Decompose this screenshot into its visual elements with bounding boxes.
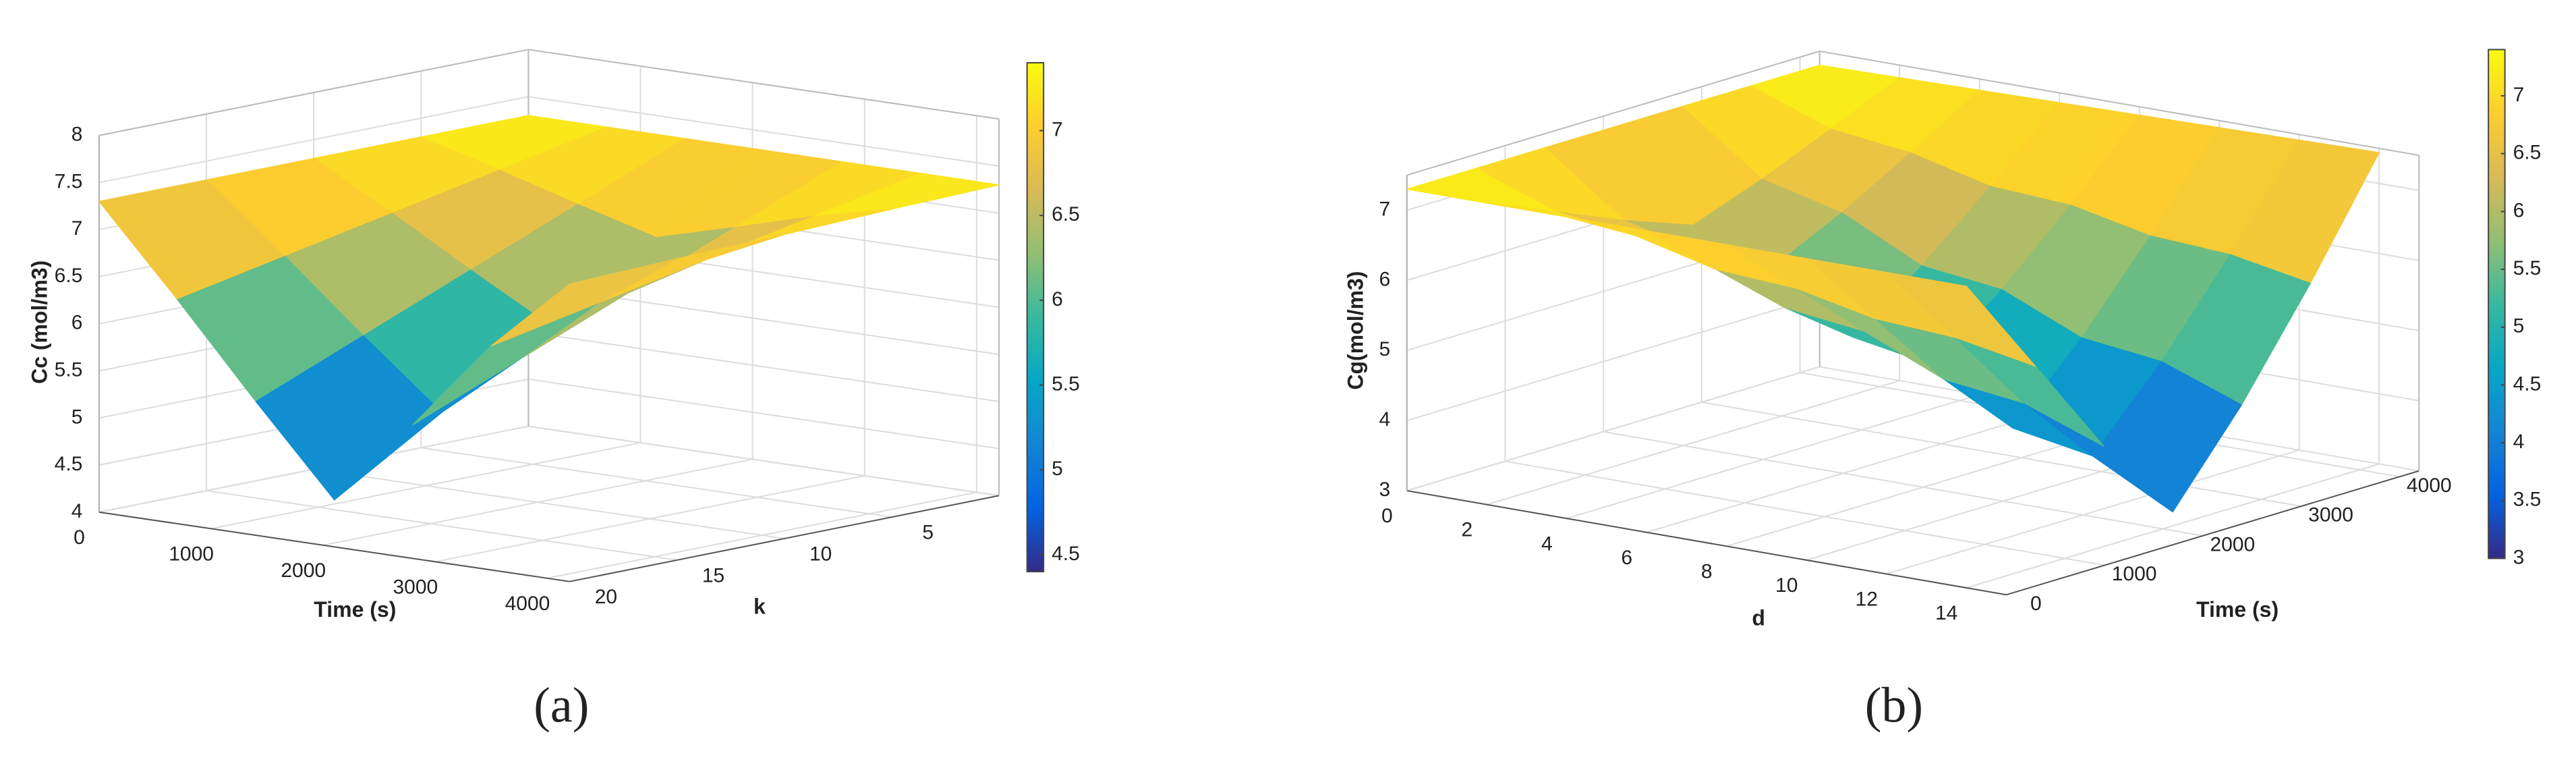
surface-patch [490,258,678,347]
colorbar-tick-label: 4.5 [1052,543,1080,565]
y-tick-label: 5 [922,522,934,544]
axis-line [98,49,529,136]
y-tick-label: 1000 [2112,563,2157,585]
x-axis-label: d [1752,605,1765,630]
grid-line [1701,401,2301,508]
x-tick-label: 4000 [505,593,550,615]
x-tick-label: 12 [1856,589,1878,611]
grid-line [1966,463,2380,589]
colorbar-tick-label: 6.5 [1052,203,1080,225]
y-tick-label: 20 [595,586,617,608]
grid-line [1406,366,1820,492]
z-tick-label: 4.5 [55,453,83,475]
colorbar-tick-label: 7 [2513,84,2525,106]
colorbar-tick-label: 6 [2513,199,2525,221]
z-axis-label: Cg(mol/m3) [1344,271,1368,390]
axis-line [98,511,570,582]
y-tick-label: 3000 [2308,504,2353,526]
z-tick-label: 6 [1379,268,1391,290]
colorbar-tick-label: 4.5 [2513,373,2542,395]
z-tick-label: 5 [1379,338,1391,360]
colorbar-tick-label: 7 [1052,118,1063,140]
z-tick-label: 3 [1379,478,1391,501]
x-tick-label: 1000 [169,543,214,565]
y-axis-label: Time (s) [2196,597,2279,622]
surface-patch [1885,271,2037,367]
grid-line [1603,431,2203,537]
grid-line [1486,380,1900,505]
z-tick-label: 7 [1379,198,1391,220]
colorbar [2488,49,2506,559]
axis-line [1406,490,2007,596]
x-tick-label: 10 [1775,574,1798,597]
y-axis-label: k [753,594,766,618]
colorbar-tick-label: 4 [2513,431,2525,453]
x-tick-label: 14 [1935,602,1957,624]
grid-line [1646,408,2060,533]
grid-line [1505,460,2105,566]
axis-line [528,49,1000,120]
z-tick-label: 7 [71,217,83,240]
axis-line [569,495,1000,582]
grid-line [528,331,1000,402]
z-tick-label: 6 [71,312,83,334]
colorbar [1026,62,1045,573]
colorbar-tick-label: 5.5 [1052,373,1080,395]
x-tick-label: 6 [1621,547,1632,569]
grid-line [206,490,677,561]
y-tick-label: 10 [809,543,832,565]
x-tick-label: 0 [74,526,85,549]
panel-label: (b) [1865,678,1923,734]
z-tick-label: 5 [71,406,83,428]
colorbar-tick-label: 5 [2513,315,2525,337]
colorbar-tick-label: 6 [1052,288,1063,310]
z-tick-label: 8 [71,124,83,146]
colorbar-tick-label: 5 [1052,458,1063,480]
grid-line [1566,393,1980,520]
x-tick-label: 8 [1701,560,1713,582]
grid-line [528,378,1000,449]
grid-line [313,468,784,540]
z-tick-label: 6.5 [55,265,83,287]
colorbar-tick-label: 6.5 [2513,142,2542,164]
grid-line [528,96,1000,167]
grid-line [528,425,1000,497]
grid-line [98,96,529,184]
z-tick-label: 4 [71,500,83,522]
grid-line [1406,296,1820,422]
axis-line [2006,470,2420,596]
x-axis-label: Time (s) [314,597,396,622]
x-tick-label: 4 [1541,532,1553,555]
z-axis-label: Cc (mol/m3) [28,261,52,384]
z-tick-label: 7.5 [55,170,83,192]
y-tick-label: 0 [2030,593,2042,615]
axis-line [1819,50,2420,157]
x-tick-label: 3000 [393,576,438,598]
z-tick-label: 4 [1379,408,1391,431]
grid-line [421,447,892,518]
grid-line [1886,449,2299,575]
y-tick-label: 2000 [2210,533,2255,555]
x-tick-label: 2 [1461,519,1472,541]
x-tick-label: 0 [1381,505,1393,527]
axis-line [1406,50,1820,176]
colorbar-tick-label: 3.5 [2513,489,2542,511]
panel-label: (a) [534,678,589,734]
x-tick-label: 2000 [281,559,326,582]
z-tick-label: 5.5 [55,358,83,381]
colorbar-tick-label: 5.5 [2513,257,2542,279]
y-tick-label: 4000 [2407,474,2452,497]
colorbar-tick-label: 3 [2513,546,2525,568]
y-tick-label: 15 [702,564,724,586]
